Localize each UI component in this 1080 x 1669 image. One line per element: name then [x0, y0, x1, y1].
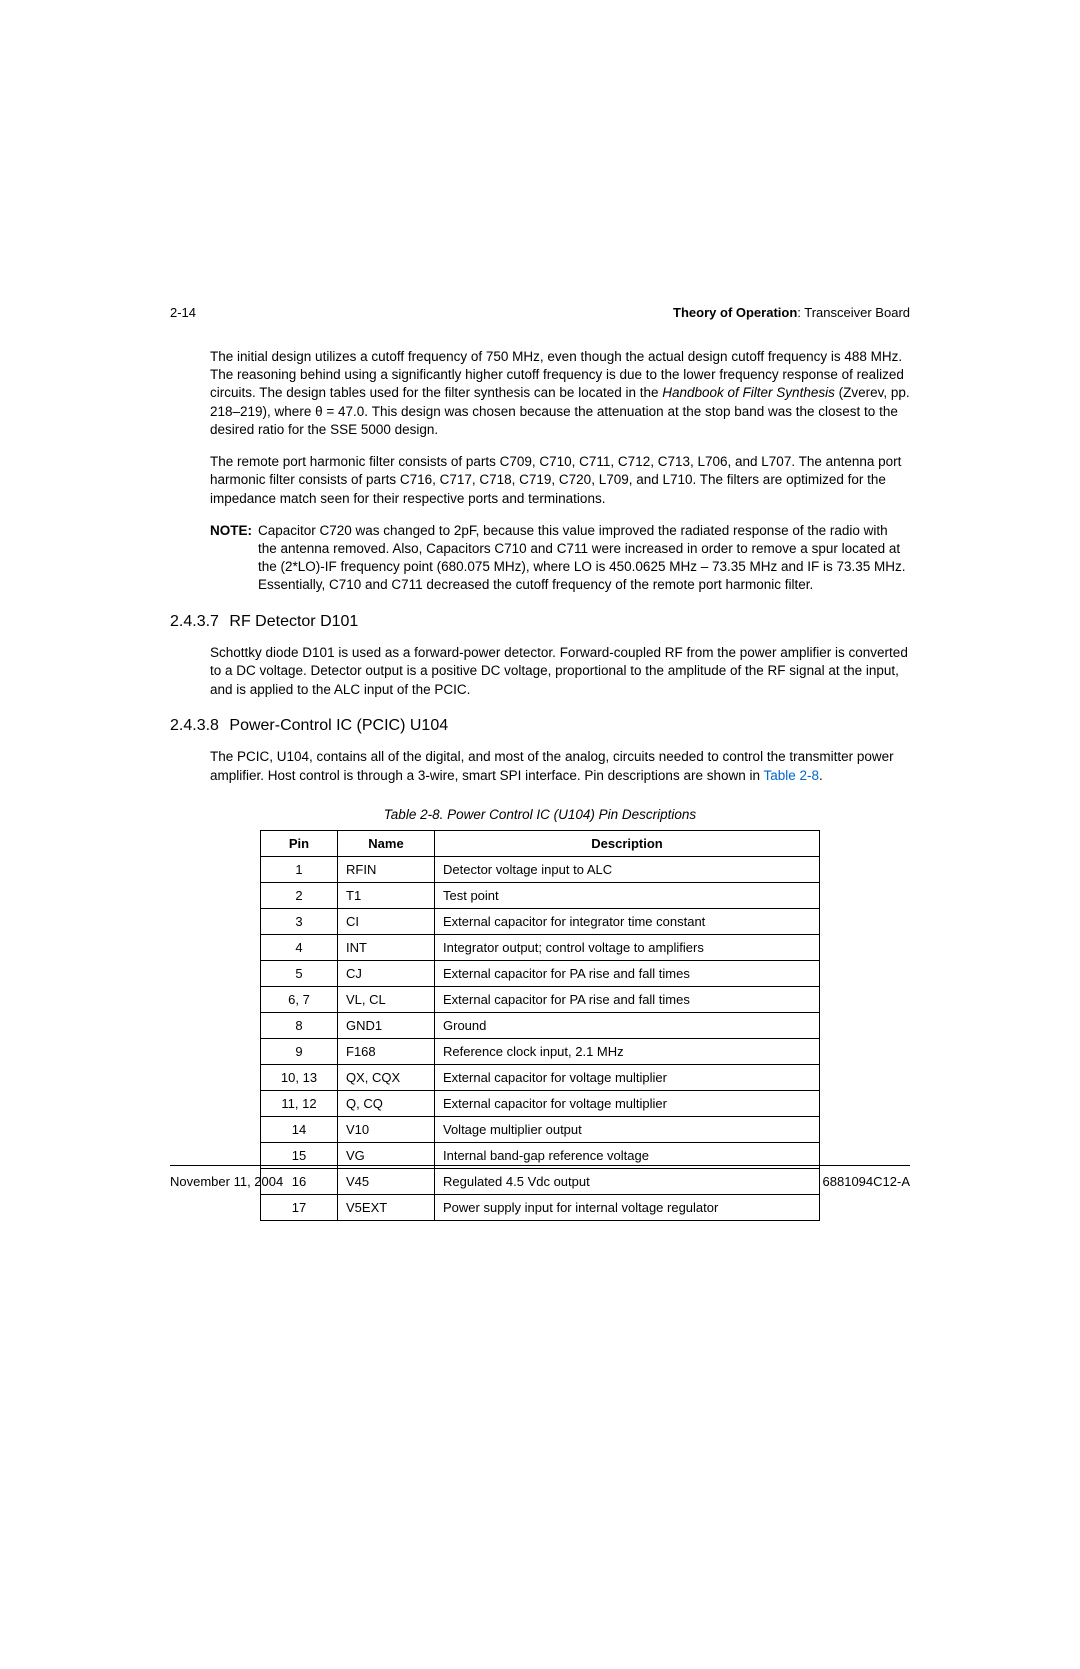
para1-italic: Handbook of Filter Synthesis: [662, 385, 835, 400]
section-title-2: Power-Control IC (PCIC) U104: [229, 717, 448, 734]
cell-name: VL, CL: [338, 986, 435, 1012]
page-number: 2-14: [170, 305, 196, 320]
cell-desc: External capacitor for integrator time c…: [435, 908, 820, 934]
cell-desc: External capacitor for PA rise and fall …: [435, 960, 820, 986]
cell-pin: 2: [261, 882, 338, 908]
cell-name: QX, CQX: [338, 1064, 435, 1090]
table-row: 4INTIntegrator output; control voltage t…: [261, 934, 820, 960]
table-row: 17V5EXTPower supply input for internal v…: [261, 1194, 820, 1220]
note-body: Capacitor C720 was changed to 2pF, becau…: [258, 522, 910, 595]
content: The initial design utilizes a cutoff fre…: [170, 348, 910, 1221]
header-section-rest: : Transceiver Board: [797, 305, 910, 320]
page: 2-14 Theory of Operation: Transceiver Bo…: [0, 0, 1080, 1669]
cell-desc: Reference clock input, 2.1 MHz: [435, 1038, 820, 1064]
table-row: 1RFINDetector voltage input to ALC: [261, 856, 820, 882]
cell-name: V5EXT: [338, 1194, 435, 1220]
th-name: Name: [338, 830, 435, 856]
cell-pin: 11, 12: [261, 1090, 338, 1116]
cell-desc: External capacitor for voltage multiplie…: [435, 1090, 820, 1116]
table-row: 14V10Voltage multiplier output: [261, 1116, 820, 1142]
cell-desc: Ground: [435, 1012, 820, 1038]
paragraph-2: The remote port harmonic filter consists…: [210, 453, 910, 508]
pin-descriptions-table: Pin Name Description 1RFINDetector volta…: [260, 830, 820, 1221]
table-row: 3CIExternal capacitor for integrator tim…: [261, 908, 820, 934]
cell-desc: Integrator output; control voltage to am…: [435, 934, 820, 960]
cell-pin: 9: [261, 1038, 338, 1064]
section-title-1: RF Detector D101: [229, 613, 358, 630]
cell-pin: 14: [261, 1116, 338, 1142]
section-heading-rf-detector: 2.4.3.7 RF Detector D101: [170, 613, 910, 631]
section-num-1: 2.4.3.7: [170, 613, 219, 630]
note-label: NOTE:: [210, 522, 252, 595]
cell-pin: 6, 7: [261, 986, 338, 1012]
section-num-2: 2.4.3.8: [170, 717, 219, 734]
cell-desc: Power supply input for internal voltage …: [435, 1194, 820, 1220]
cell-pin: 3: [261, 908, 338, 934]
table-row: 11, 12Q, CQExternal capacitor for voltag…: [261, 1090, 820, 1116]
cell-pin: 17: [261, 1194, 338, 1220]
table-row: 2T1Test point: [261, 882, 820, 908]
cell-pin: 8: [261, 1012, 338, 1038]
cell-name: GND1: [338, 1012, 435, 1038]
cell-name: CJ: [338, 960, 435, 986]
page-footer: November 11, 2004 6881094C12-A: [170, 1165, 910, 1189]
section-2-body: The PCIC, U104, contains all of the digi…: [210, 748, 910, 784]
sec2-body-b: .: [819, 768, 823, 783]
cell-desc: Test point: [435, 882, 820, 908]
cell-desc: Voltage multiplier output: [435, 1116, 820, 1142]
paragraph-1: The initial design utilizes a cutoff fre…: [210, 348, 910, 439]
table-header-row: Pin Name Description: [261, 830, 820, 856]
cell-desc: Detector voltage input to ALC: [435, 856, 820, 882]
header-section-bold: Theory of Operation: [673, 305, 797, 320]
footer-date: November 11, 2004: [170, 1174, 283, 1189]
cell-desc: External capacitor for PA rise and fall …: [435, 986, 820, 1012]
cell-pin: 4: [261, 934, 338, 960]
cell-name: INT: [338, 934, 435, 960]
cell-name: T1: [338, 882, 435, 908]
header-section: Theory of Operation: Transceiver Board: [673, 305, 910, 320]
cell-desc: External capacitor for voltage multiplie…: [435, 1064, 820, 1090]
cell-name: F168: [338, 1038, 435, 1064]
table-reference-link[interactable]: Table 2-8: [764, 768, 820, 783]
cell-name: Q, CQ: [338, 1090, 435, 1116]
note-block: NOTE: Capacitor C720 was changed to 2pF,…: [210, 522, 910, 595]
cell-pin: 10, 13: [261, 1064, 338, 1090]
table-row: 10, 13QX, CQXExternal capacitor for volt…: [261, 1064, 820, 1090]
section-heading-pcic: 2.4.3.8 Power-Control IC (PCIC) U104: [170, 717, 910, 735]
page-header: 2-14 Theory of Operation: Transceiver Bo…: [170, 305, 910, 320]
footer-docnum: 6881094C12-A: [823, 1174, 910, 1189]
cell-pin: 1: [261, 856, 338, 882]
cell-name: CI: [338, 908, 435, 934]
th-pin: Pin: [261, 830, 338, 856]
table-caption: Table 2-8. Power Control IC (U104) Pin D…: [170, 807, 910, 822]
table-row: 5CJExternal capacitor for PA rise and fa…: [261, 960, 820, 986]
section-1-body: Schottky diode D101 is used as a forward…: [210, 644, 910, 699]
th-desc: Description: [435, 830, 820, 856]
table-row: 9F168Reference clock input, 2.1 MHz: [261, 1038, 820, 1064]
table-row: 6, 7VL, CLExternal capacitor for PA rise…: [261, 986, 820, 1012]
cell-name: V10: [338, 1116, 435, 1142]
cell-pin: 5: [261, 960, 338, 986]
cell-name: RFIN: [338, 856, 435, 882]
table-row: 8GND1Ground: [261, 1012, 820, 1038]
